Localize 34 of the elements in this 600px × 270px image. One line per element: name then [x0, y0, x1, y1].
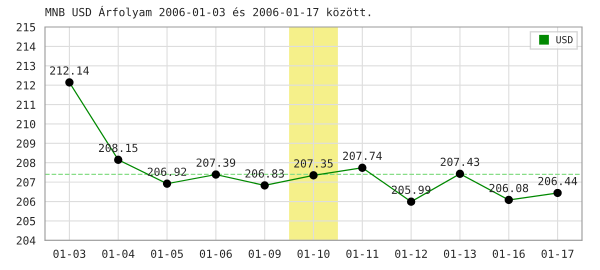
y-tick-label: 206: [16, 198, 36, 206]
x-tick-label: 01-11: [346, 250, 378, 258]
data-label: 207.35: [294, 159, 333, 168]
x-tick-label: 01-09: [248, 250, 281, 258]
x-tick-label: 01-06: [200, 250, 232, 258]
data-label: 207.43: [440, 158, 480, 166]
data-label: 206.08: [490, 184, 528, 192]
x-tick-label: 01-16: [492, 250, 525, 258]
data-label: 212.14: [50, 66, 89, 75]
y-tick-label: 205: [16, 216, 36, 226]
data-label: 206.44: [538, 176, 578, 186]
chart-title: MNB USD Árfolyam 2006-01-03 és 2006-01-17 között.: [45, 6, 370, 18]
y-tick-label: 213: [16, 62, 36, 70]
legend-label: USD: [556, 36, 573, 44]
data-label: 206.83: [245, 169, 284, 178]
y-tick-label: 207: [16, 178, 36, 187]
data-label: 206.92: [148, 168, 186, 176]
y-tick-label: 210: [16, 120, 36, 128]
y-tick-label: 204: [16, 236, 36, 245]
x-tick-label: 01-13: [444, 250, 476, 258]
y-tick-label: 215: [16, 23, 36, 32]
x-tick-label: 01-17: [542, 250, 574, 258]
x-tick-label: 01-12: [395, 250, 427, 258]
x-tick-label: 01-05: [151, 250, 183, 258]
y-tick-label: 211: [16, 100, 36, 109]
x-tick-label: 01-04: [102, 250, 134, 258]
y-tick-label: 214: [16, 42, 36, 51]
y-tick-label: 208: [16, 158, 36, 168]
data-label: 207.74: [343, 152, 382, 160]
data-label: 207.39: [196, 158, 236, 167]
y-tick-label: 212: [16, 81, 36, 90]
y-tick-label: 209: [16, 139, 36, 148]
x-tick-label: 01-03: [53, 250, 86, 258]
x-tick-label: 01-10: [298, 250, 330, 258]
